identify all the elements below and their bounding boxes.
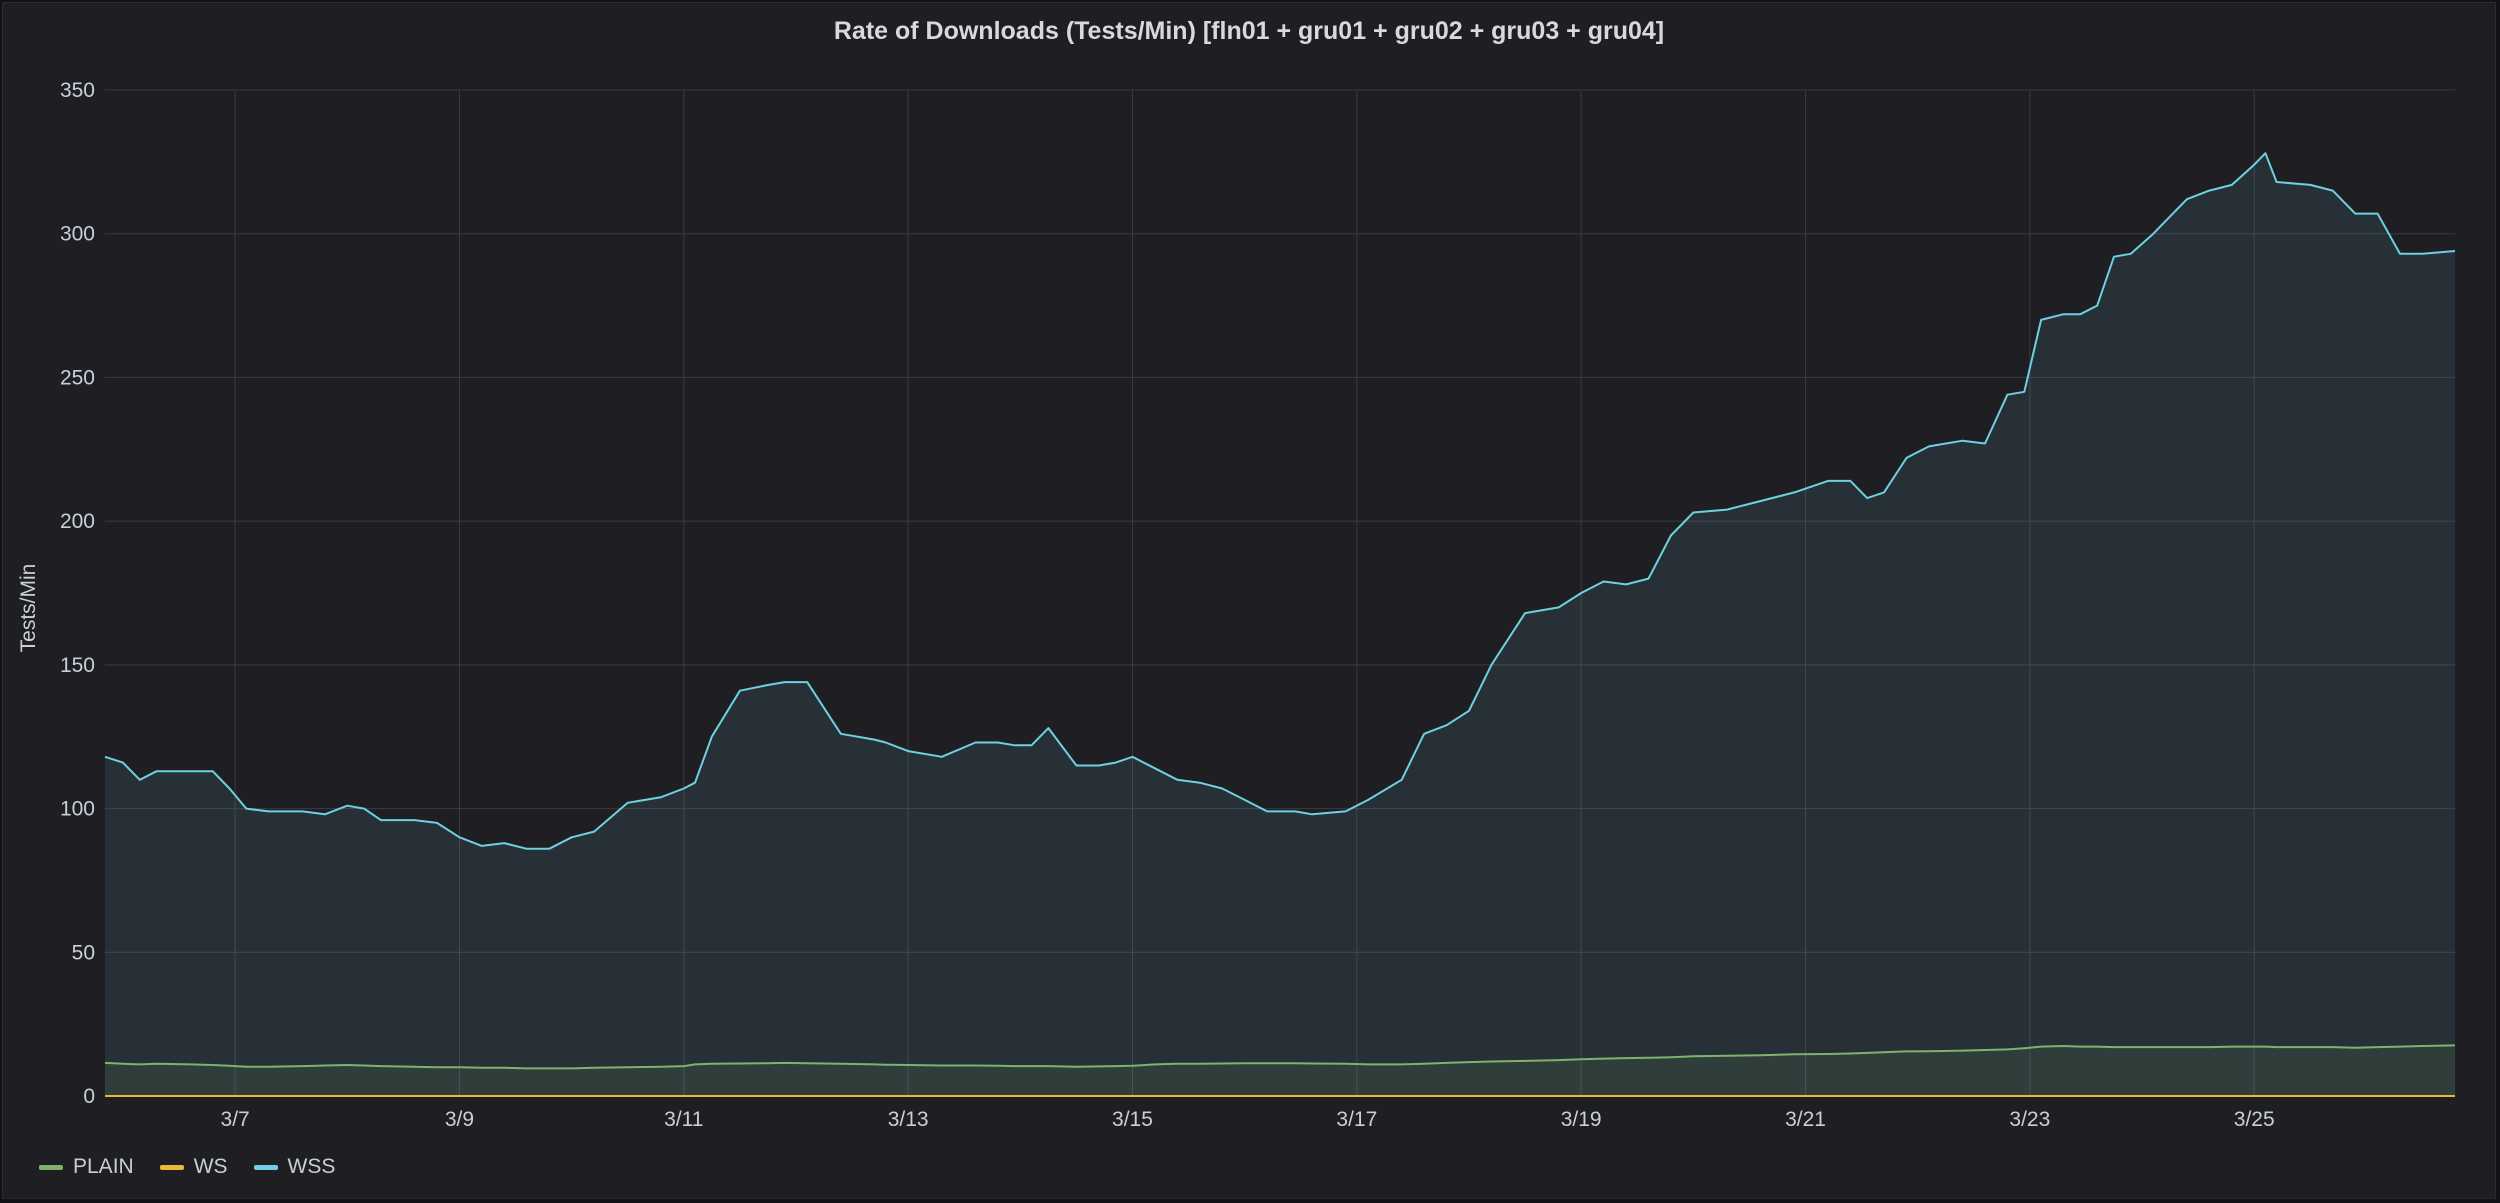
x-tick-label: 3/13 bbox=[888, 1108, 929, 1131]
axis-layer: 0 50 100 150 200 250 300 350 3/7 3/9 3/11 3/13 3/15 3… bbox=[60, 79, 2275, 1131]
series-line-wss[interactable] bbox=[104, 152, 2456, 850]
y-tick-label: 150 bbox=[60, 654, 95, 677]
y-tick-label: 50 bbox=[72, 941, 95, 964]
series-area-plain bbox=[105, 1045, 2455, 1096]
x-tick-label: 3/17 bbox=[1336, 1108, 1377, 1131]
series-layer bbox=[104, 152, 2456, 1097]
y-tick-label: 200 bbox=[60, 510, 95, 533]
legend-label: PLAIN bbox=[73, 1155, 134, 1178]
x-tick-label: 3/23 bbox=[2009, 1108, 2050, 1131]
legend-item-plain[interactable]: PLAIN bbox=[39, 1155, 134, 1179]
x-tick-label: 3/11 bbox=[664, 1108, 703, 1131]
x-tick-label: 3/9 bbox=[445, 1108, 474, 1131]
legend-swatch-icon bbox=[253, 1164, 278, 1170]
y-tick-label: 300 bbox=[60, 223, 95, 246]
y-axis-label: Tests/Min bbox=[17, 564, 40, 653]
y-tick-label: 0 bbox=[83, 1085, 95, 1108]
panel-title[interactable]: Rate of Downloads (Tests/Min) [fln01 + g… bbox=[833, 17, 1665, 45]
legend-label: WS bbox=[193, 1155, 228, 1178]
chart-area[interactable]: 0 50 100 150 200 250 300 350 3/7 3/9 3/11 3/13 3/15 3… bbox=[3, 3, 2497, 1200]
x-tick-label: 3/7 bbox=[221, 1108, 250, 1131]
x-tick-label: 3/25 bbox=[2234, 1108, 2275, 1131]
legend-label: WSS bbox=[287, 1155, 336, 1178]
x-tick-label: 3/19 bbox=[1561, 1108, 1602, 1131]
legend: PLAIN WS WSS bbox=[39, 1155, 335, 1179]
x-tick-label: 3/15 bbox=[1112, 1108, 1153, 1131]
legend-swatch-icon bbox=[39, 1164, 63, 1170]
y-tick-label: 350 bbox=[60, 79, 95, 102]
y-tick-label: 100 bbox=[60, 798, 95, 821]
x-tick-label: 3/21 bbox=[1785, 1108, 1826, 1131]
series-line-plain[interactable] bbox=[104, 1044, 2456, 1070]
legend-item-ws[interactable]: WS bbox=[159, 1155, 228, 1179]
legend-swatch-icon bbox=[159, 1164, 184, 1170]
y-tick-label: 250 bbox=[60, 366, 95, 389]
legend-item-wss[interactable]: WSS bbox=[253, 1155, 336, 1179]
series-area-wss bbox=[105, 153, 2455, 1096]
